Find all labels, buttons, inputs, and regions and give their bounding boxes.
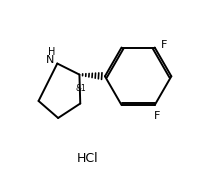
Text: N: N xyxy=(46,55,55,65)
Text: HCl: HCl xyxy=(76,152,98,165)
Text: F: F xyxy=(154,111,160,121)
Text: F: F xyxy=(160,40,167,50)
Text: H: H xyxy=(49,47,56,57)
Text: &1: &1 xyxy=(76,84,86,93)
